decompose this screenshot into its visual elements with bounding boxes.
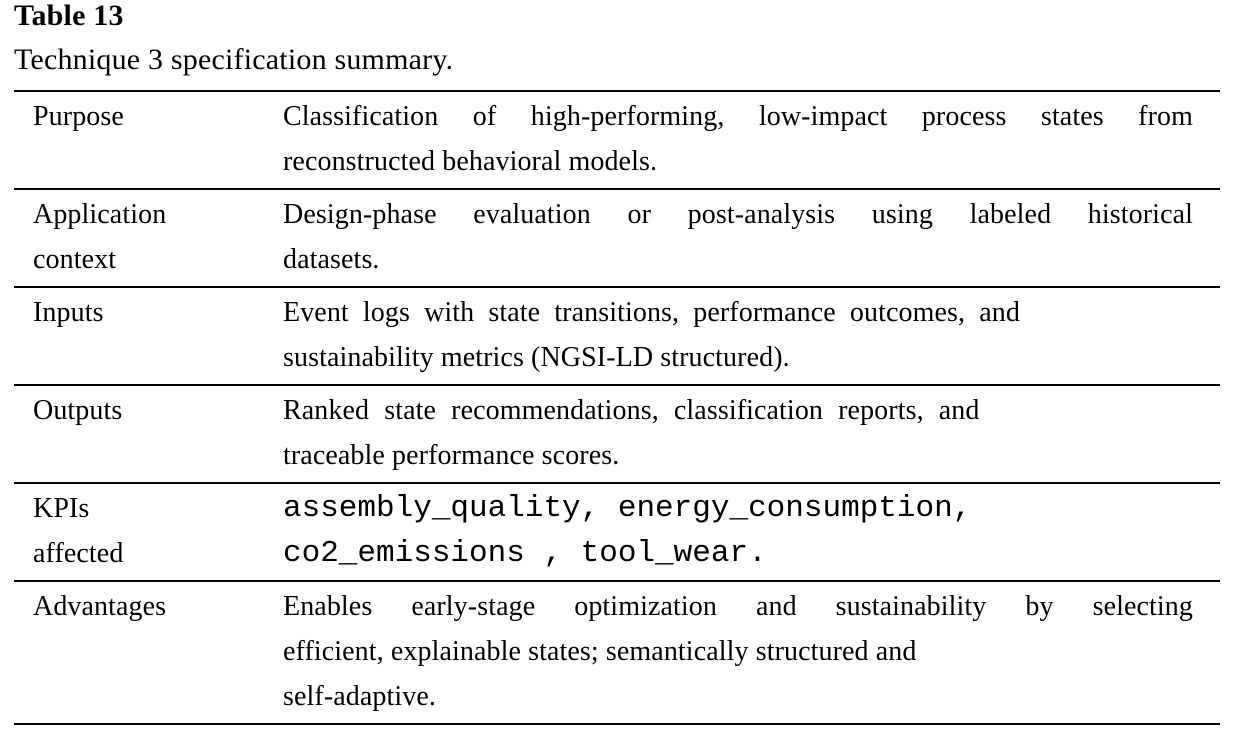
text-line-value: traceable performance scores.	[283, 440, 620, 471]
text-line-value: sustainability metrics (NGSI-LD structur…	[283, 342, 790, 373]
row-value-cell: Event logs with state transitions, perfo…	[283, 290, 1220, 380]
table-caption-title: Technique 3 specification summary.	[14, 43, 454, 76]
table-row: Advantages Enables early-stage optimizati…	[14, 582, 1220, 725]
text-line-value: Enables early-stage optimization and sus…	[283, 591, 1193, 622]
text-line-value: Event logs with state transitions, perfo…	[283, 297, 1020, 328]
row-header-cell: Outputs	[14, 388, 283, 478]
text-line-label: KPIs	[33, 493, 90, 524]
text-line-value: co2_emissions , tool_wear.	[283, 536, 767, 571]
table-row: Outputs Ranked state recommendations, cla…	[14, 386, 1220, 484]
text-line-label: Outputs	[33, 395, 123, 426]
text-line-label: Application	[33, 199, 167, 230]
text-line-label: Inputs	[33, 297, 104, 328]
row-value-cell: Classification of high-performing, low-i…	[283, 94, 1220, 184]
text-line-value: Classification of high-performing, low-i…	[283, 101, 1193, 132]
row-header-cell: Purpose	[14, 94, 283, 184]
table-row: Purpose Classification of high-performing…	[14, 92, 1220, 190]
text-line-label: Advantages	[33, 591, 167, 622]
table-row: KPIs affected assembly_quality, energy_con…	[14, 484, 1220, 582]
text-line-value: Ranked state recommendations, classifica…	[283, 395, 980, 426]
text-line-value: datasets.	[283, 244, 380, 275]
text-line-value: self-adaptive.	[283, 681, 436, 712]
table-row: Application context Design-phase evaluatio…	[14, 190, 1220, 288]
row-header-cell: Advantages	[14, 584, 283, 719]
row-value-cell: Ranked state recommendations, classifica…	[283, 388, 1220, 478]
table-row: Inputs Event logs with state transitions,…	[14, 288, 1220, 386]
row-value-cell: Enables early-stage optimization and sus…	[283, 584, 1220, 719]
row-header-cell: Inputs	[14, 290, 283, 380]
row-value-cell: assembly_quality, energy_consumption, co2…	[283, 486, 1220, 576]
text-line-label: affected	[33, 538, 124, 569]
row-header-cell: Application context	[14, 192, 283, 282]
table-caption-label: Table 13	[14, 0, 124, 32]
text-line-value: efficient, explainable states; semantica…	[283, 636, 917, 667]
text-line-value: assembly_quality, energy_consumption,	[283, 491, 972, 526]
spec-table: Purpose Classification of high-performing…	[14, 90, 1220, 725]
text-line-value: reconstructed behavioral models.	[283, 146, 658, 177]
text-line-value: Design-phase evaluation or post-analysis…	[283, 199, 1193, 230]
table-caption: Table 13 Technique 3 specification summa…	[14, 0, 1220, 90]
text-line-label: context	[33, 244, 117, 275]
row-value-cell: Design-phase evaluation or post-analysis…	[283, 192, 1220, 282]
text-line-label: Purpose	[33, 101, 124, 132]
row-header-cell: KPIs affected	[14, 486, 283, 576]
